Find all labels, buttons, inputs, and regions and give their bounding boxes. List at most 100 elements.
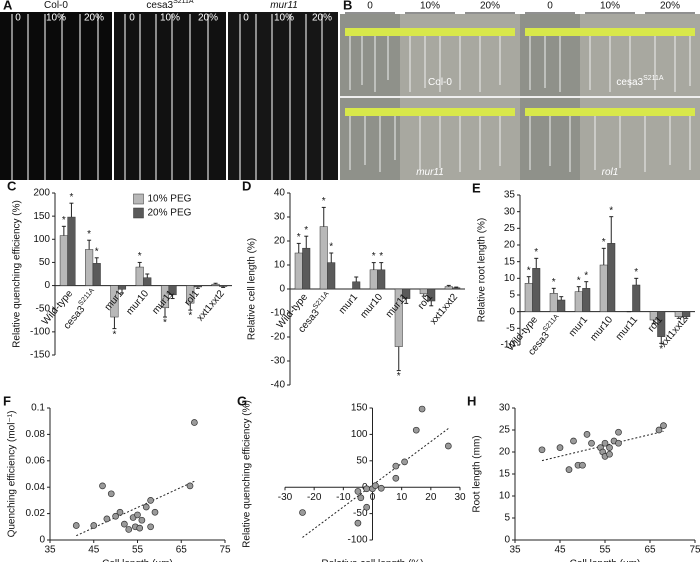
panel-label: E xyxy=(472,180,481,195)
legend-label: 10% PEG xyxy=(148,194,192,205)
group-title-base: mur11 xyxy=(270,0,298,11)
x-tick-label: rol1 xyxy=(182,288,201,308)
point xyxy=(136,524,144,532)
x-axis-label: Cell length (µm) xyxy=(570,559,641,562)
significance: * xyxy=(609,205,613,216)
bar xyxy=(117,285,127,290)
x-tick-label: 55 xyxy=(599,545,611,556)
x-tick-label: xxt1xxt2 xyxy=(195,288,227,324)
point xyxy=(299,509,306,516)
y-tick-label: 35 xyxy=(504,190,516,201)
point xyxy=(363,503,371,511)
y-tick-label: 30 xyxy=(504,206,516,217)
x-tick-label: mur11 xyxy=(614,314,640,343)
x-tick-label: 10 xyxy=(396,492,408,503)
x-tick-label: 35 xyxy=(44,545,56,556)
x-tick-label-base: rol1 xyxy=(182,288,201,308)
genotype-label: mur11 xyxy=(416,167,444,178)
y-tick-label: 0 xyxy=(279,284,285,295)
point xyxy=(147,523,154,531)
x-tick-label: mur10 xyxy=(358,291,385,320)
bar xyxy=(549,293,558,312)
x-tick-label: 30 xyxy=(454,492,466,503)
point xyxy=(538,446,546,454)
panel-label: C xyxy=(7,178,17,193)
x-tick-label: -30 xyxy=(278,492,293,503)
point xyxy=(112,512,119,520)
x-tick-label: 75 xyxy=(219,545,231,556)
bar xyxy=(377,269,386,290)
point xyxy=(134,511,141,519)
y-tick-label: 20 xyxy=(274,236,286,247)
y-tick-label: -50 xyxy=(36,303,51,314)
column-label: 0 xyxy=(547,1,553,12)
group-title-sup: S211A xyxy=(173,0,194,5)
point xyxy=(72,522,80,529)
point xyxy=(615,428,622,436)
x-tick-label: 65 xyxy=(176,545,188,556)
y-tick-label: 20 xyxy=(499,447,511,458)
y-tick-label: 20 xyxy=(504,240,516,251)
point xyxy=(357,494,365,502)
point xyxy=(354,519,362,527)
point xyxy=(103,515,111,523)
point xyxy=(660,422,667,429)
x-tick-label-sup: S211A xyxy=(542,313,561,333)
point xyxy=(601,439,609,447)
y-tick-label: 0 xyxy=(44,280,50,291)
legend-swatch xyxy=(133,207,144,219)
point xyxy=(377,484,385,492)
column-label: 10% xyxy=(160,13,180,24)
x-tick-label-sup: S211A xyxy=(77,287,96,307)
point xyxy=(147,497,154,504)
bar xyxy=(524,283,533,312)
point xyxy=(116,508,124,516)
y-tick-label: 0.1 xyxy=(31,403,45,414)
group-title: cesa3S211A xyxy=(146,0,194,11)
y-tick-label: -100 xyxy=(30,326,50,337)
x-tick-label: 75 xyxy=(689,545,700,556)
seedlings xyxy=(349,35,691,172)
column-label: 20% xyxy=(660,1,680,12)
point xyxy=(138,516,146,524)
significance: * xyxy=(138,251,142,262)
y-tick-label: 50 xyxy=(356,455,368,466)
y-tick-label: -10 xyxy=(271,308,286,319)
genotype-label-base: rol1 xyxy=(602,167,619,178)
bar xyxy=(574,291,583,312)
bar xyxy=(599,264,608,312)
significance: * xyxy=(372,251,376,262)
panel-label: H xyxy=(467,393,476,408)
y-tick-label: 25 xyxy=(504,223,516,234)
legend-label: 20% PEG xyxy=(148,208,192,219)
y-axis-label: Quenching efficiency (mol⁻¹) xyxy=(7,411,18,538)
x-axis-label: Cell length (µm) xyxy=(102,559,173,562)
x-tick-label: mur10 xyxy=(588,314,615,343)
y-tick-label: 0.06 xyxy=(26,455,46,466)
x-tick-label: 65 xyxy=(644,545,656,556)
genotype-label: Col-0 xyxy=(428,77,452,88)
point xyxy=(588,439,595,447)
genotype-label-base: mur11 xyxy=(416,167,444,178)
x-tick-label-base: mur10 xyxy=(588,314,615,343)
x-tick-label: 35 xyxy=(509,545,521,556)
x-tick-label: 55 xyxy=(132,545,144,556)
x-tick-label-base: cesa3 xyxy=(526,330,552,358)
significance: * xyxy=(304,225,308,236)
bar xyxy=(327,262,336,290)
x-tick-label: mur1 xyxy=(337,291,360,316)
bar xyxy=(302,247,311,290)
y-tick-label: 10 xyxy=(504,273,516,284)
genotype-label-base: Col-0 xyxy=(428,77,452,88)
point xyxy=(606,450,613,458)
micrograph xyxy=(0,12,112,180)
y-tick-label: 50 xyxy=(39,257,51,268)
y-tick-label: -30 xyxy=(271,356,286,367)
y-tick-label: 25 xyxy=(499,425,511,436)
point xyxy=(565,466,573,473)
column-label: 0 xyxy=(367,1,373,12)
point xyxy=(90,522,98,529)
point xyxy=(372,482,379,489)
trendline xyxy=(541,430,664,462)
y-tick-label: 0 xyxy=(504,535,510,546)
